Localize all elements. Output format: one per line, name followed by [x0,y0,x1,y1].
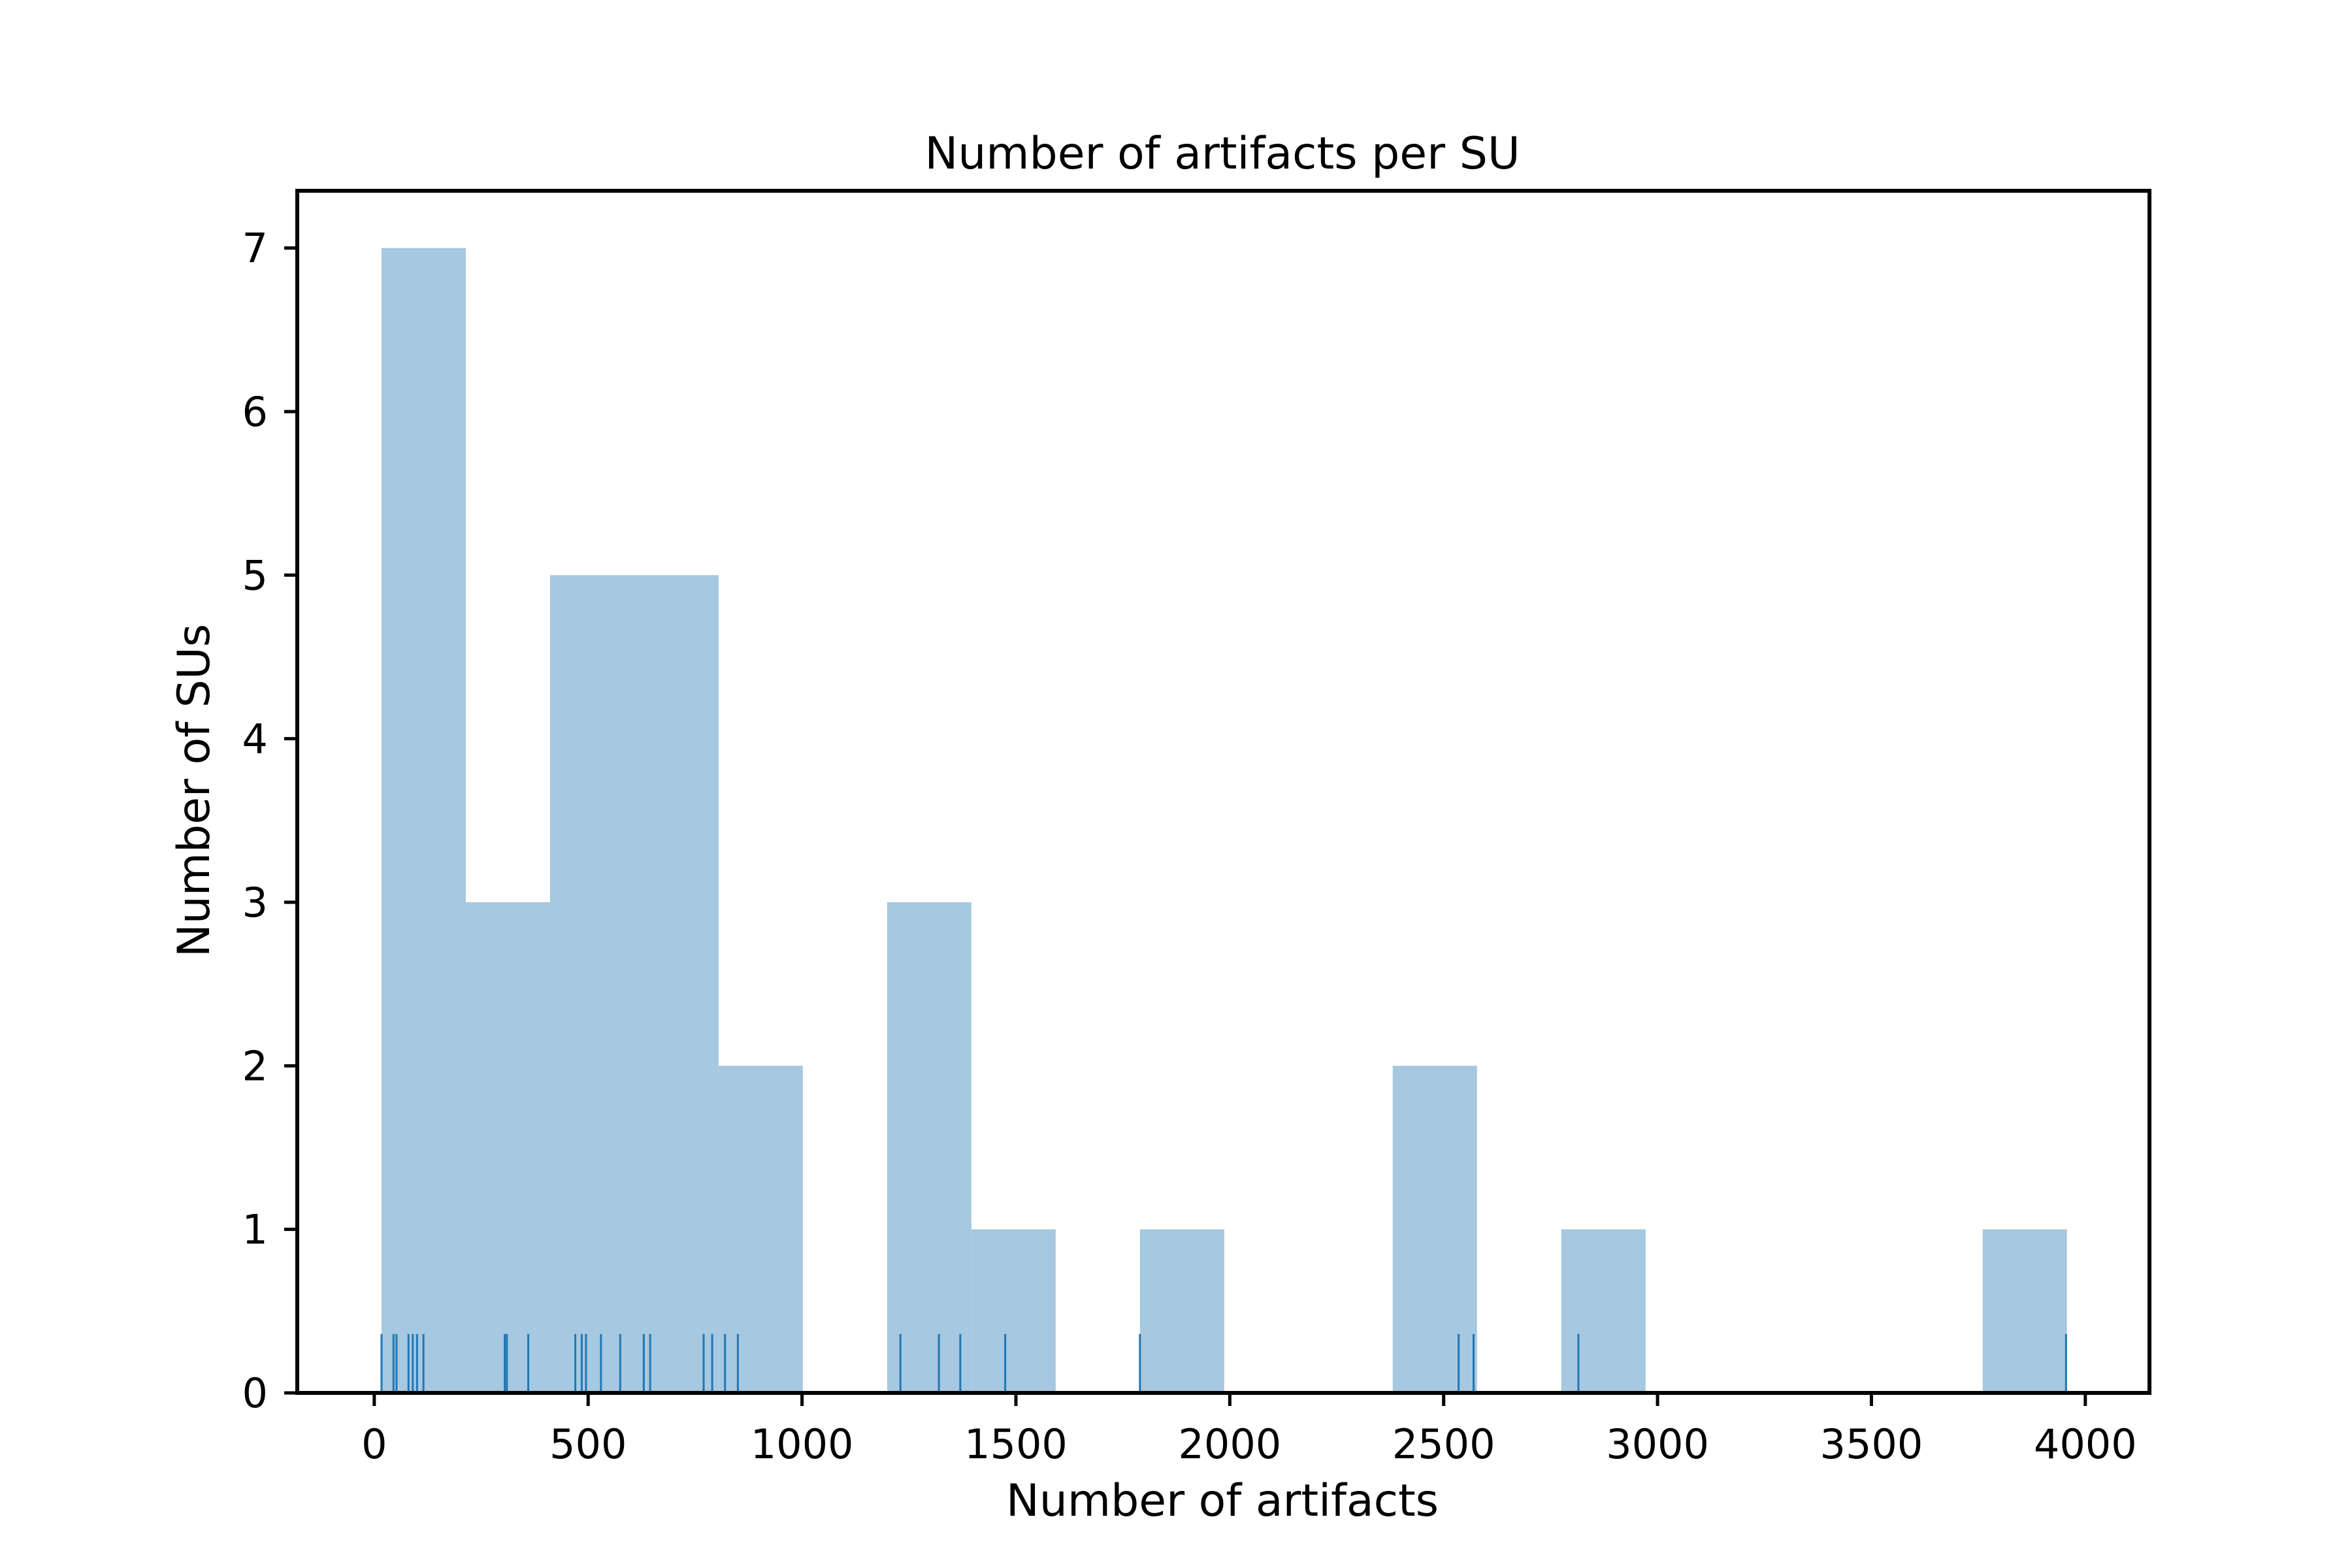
plot-frame [295,189,2151,1395]
x-tick-label-2000: 2000 [1178,1420,1281,1468]
histogram-bar-6 [887,902,972,1393]
x-axis-ticks: 0 500 1000 1500 2000 2500 3000 3500 4000 [361,1393,2137,1468]
y-tick-label-0: 0 [242,1369,268,1417]
y-axis-label: Number of SUs [169,624,220,957]
histogram-bar-9 [1139,1229,1224,1393]
x-tick-label-3000: 3000 [1606,1420,1709,1468]
x-tick-label-1500: 1500 [964,1420,1068,1468]
x-tick-label-2500: 2500 [1392,1420,1495,1468]
histogram-bar-14 [1561,1229,1646,1393]
x-tick-label-1000: 1000 [751,1420,854,1468]
histogram-bar-12 [1392,1066,1477,1393]
histogram-bar-1 [465,902,550,1393]
x-tick-label-0: 0 [361,1420,387,1468]
histogram-bar-0 [381,248,466,1394]
chart-title: Number of artifacts per SU [924,128,1520,180]
histogram-bar-4 [718,1066,803,1393]
x-axis-label: Number of artifacts [1006,1475,1439,1527]
x-tick-label-3500: 3500 [1820,1420,1923,1468]
histogram-bar-7 [971,1229,1056,1393]
y-tick-label-4: 4 [242,715,268,763]
x-tick-label-4000: 4000 [2034,1420,2137,1468]
histogram-bar-3 [634,575,719,1393]
histogram-bar-19 [1982,1229,2067,1393]
y-tick-label-3: 3 [242,879,268,926]
rug-marks [380,1333,2067,1393]
y-tick-label-1: 1 [242,1206,268,1254]
x-tick-label-500: 500 [549,1420,627,1468]
y-tick-label-6: 6 [242,388,268,436]
histogram-bars [381,248,2067,1394]
y-tick-label-5: 5 [242,551,268,599]
histogram-bar-2 [549,575,634,1393]
y-tick-label-7: 7 [242,225,268,272]
y-tick-label-2: 2 [242,1042,268,1090]
y-axis-ticks: 0 1 2 3 4 5 6 7 [242,225,297,1417]
